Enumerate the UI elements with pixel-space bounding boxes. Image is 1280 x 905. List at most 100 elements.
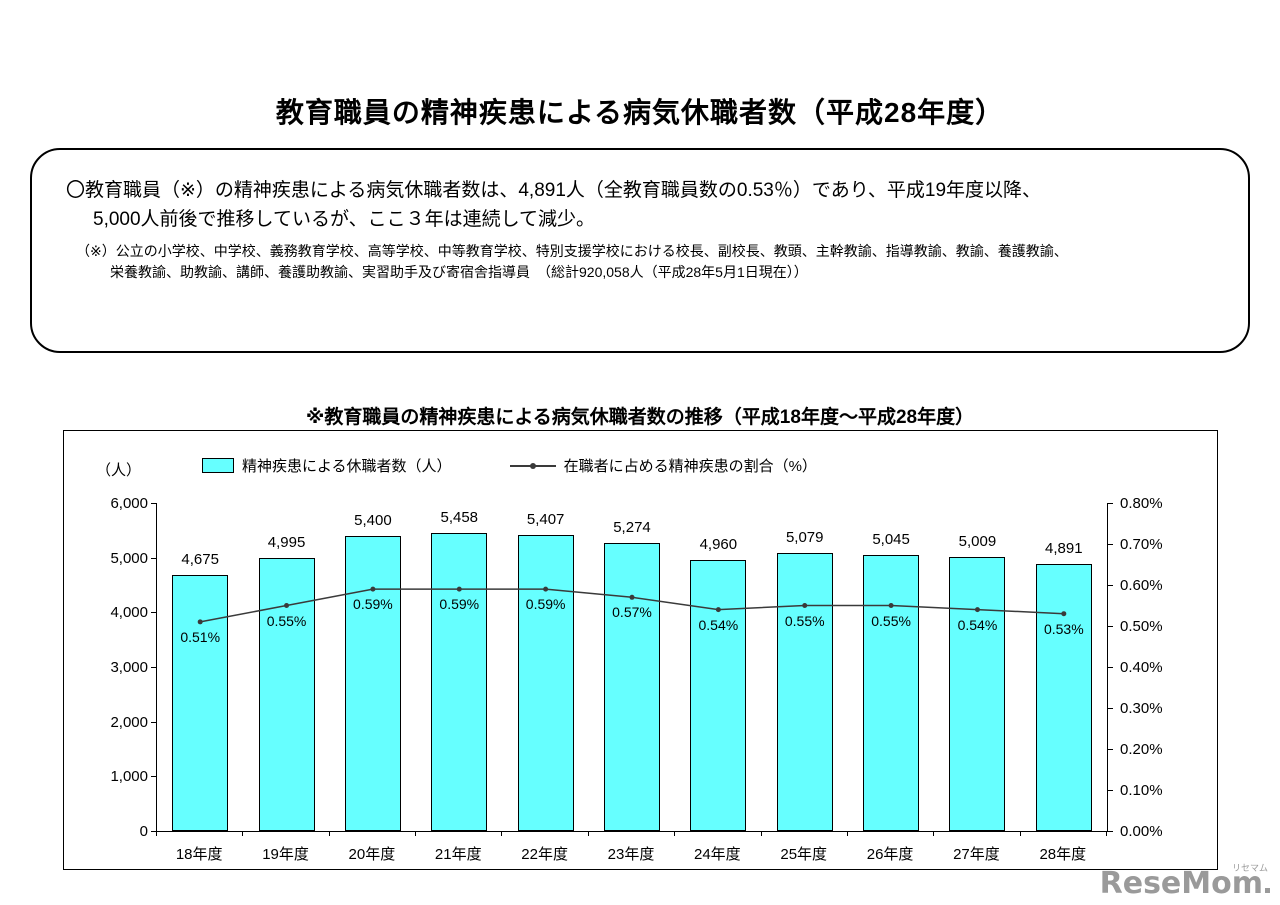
- left-axis-tick-label: 1,000: [110, 768, 148, 786]
- chart-legend: 精神疾患による休職者数（人） 在職者に占める精神疾患の割合（%）: [202, 455, 817, 476]
- plot-area: 4,675 4,995 5,400 5,458 5,407 5,274 4,960 5,079…: [156, 503, 1108, 832]
- bar-25年度: [776, 553, 833, 831]
- bar-value-label: 4,675: [181, 551, 219, 569]
- x-axis-tick: [156, 832, 157, 836]
- line-point: [1061, 611, 1067, 617]
- right-axis-tick-label: 0.20%: [1120, 741, 1163, 758]
- left-axis-tick: [151, 776, 156, 778]
- left-axis-unit-label: （人）: [96, 462, 142, 479]
- bar-28年度: [1035, 563, 1092, 831]
- line-point: [197, 619, 203, 625]
- bar-20年度: [344, 535, 401, 831]
- ratio-line: [197, 586, 1067, 625]
- x-axis-tick: [587, 832, 589, 836]
- chart: （人） 精神疾患による休職者数（人） 在職者に占める精神疾患の割合（%） 4,6…: [63, 430, 1218, 870]
- legend-label-bars: 精神疾患による休職者数（人）: [242, 458, 452, 475]
- line-value-label: 0.59%: [525, 596, 566, 613]
- left-axis-tick-label: 4,000: [110, 604, 148, 622]
- bar-value-label: 4,891: [1045, 539, 1083, 557]
- line-swatch-icon: [509, 462, 556, 469]
- x-axis-label-24年度: 24年度: [694, 846, 741, 863]
- bar-value-label: 5,009: [958, 533, 997, 551]
- right-axis-tick: [1108, 708, 1113, 709]
- line-value-label: 0.55%: [266, 612, 307, 629]
- summary-note-line-2: 栄養教諭、助教諭、講師、養護助教諭、実習助手及び寄宿舎指導員 （総計920,05…: [110, 263, 808, 280]
- left-axis-tick: [151, 557, 156, 559]
- x-axis-label-22年度: 22年度: [521, 846, 568, 863]
- x-axis-label-18年度: 18年度: [175, 846, 223, 863]
- left-axis-tick: [151, 612, 156, 614]
- x-axis-tick: [846, 832, 848, 836]
- legend-item-bars: 精神疾患による休職者数（人）: [202, 455, 452, 476]
- left-axis-tick: [151, 721, 156, 723]
- x-axis-tick: [674, 832, 676, 836]
- line-point: [802, 603, 808, 608]
- left-axis-tick: [151, 831, 156, 832]
- bar-value-label: 5,458: [440, 508, 479, 526]
- right-axis-tick-label: 0.00%: [1120, 823, 1163, 840]
- right-axis-tick: [1108, 544, 1113, 545]
- line-point: [974, 607, 980, 613]
- right-axis-tick: [1108, 585, 1113, 586]
- line-value-label: 0.55%: [871, 612, 911, 629]
- summary-note-line-1: （※）公立の小学校、中学校、義務教育学校、高等学校、中等教育学校、特別支援学校に…: [76, 242, 1068, 259]
- summary-box: 〇教育職員（※）の精神疾患による病気休職者数は、4,891人（全教育職員数の0.…: [30, 148, 1250, 353]
- line-value-label: 0.55%: [784, 612, 825, 629]
- line-value-label: 0.59%: [439, 596, 480, 613]
- x-axis-tick: [415, 832, 417, 836]
- bar-value-label: 4,995: [267, 533, 306, 551]
- bar-27年度: [949, 557, 1006, 831]
- right-axis-tick: [1108, 831, 1113, 832]
- summary-line-2: 5,000人前後で推移しているが、ここ３年は連続して減少。: [93, 209, 596, 231]
- line-point: [456, 586, 462, 592]
- bar-value-label: 4,960: [699, 535, 738, 553]
- resemom-logo: リセマム ReseMom: [1100, 861, 1270, 899]
- x-axis-label-20年度: 20年度: [348, 846, 396, 863]
- x-axis-tick: [933, 832, 935, 836]
- right-axis-tick: [1108, 503, 1113, 504]
- x-axis-label-28年度: 28年度: [1039, 846, 1087, 863]
- summary-main-text: 〇教育職員（※）の精神疾患による病気休職者数は、4,891人（全教育職員数の0.…: [66, 176, 1220, 235]
- x-axis-tick: [1019, 832, 1021, 836]
- right-axis-tick-label: 0.50%: [1120, 618, 1163, 635]
- right-axis-tick-label: 0.80%: [1120, 495, 1163, 512]
- line-point: [284, 603, 290, 608]
- bar-26年度: [863, 555, 920, 831]
- x-axis-label-27年度: 27年度: [953, 846, 1000, 863]
- right-axis-tick: [1108, 626, 1113, 627]
- legend-label-line: 在職者に占める精神疾患の割合（%）: [563, 458, 817, 475]
- bar-23年度: [604, 542, 660, 831]
- resemom-kana-label: リセマム: [1231, 863, 1268, 873]
- x-axis-tick: [328, 832, 330, 836]
- line-point: [543, 586, 549, 592]
- chart-heading: ※教育職員の精神疾患による病気休職者数の推移（平成18年度～平成28年度）: [305, 406, 975, 428]
- legend-item-line: 在職者に占める精神疾患の割合（%）: [509, 455, 817, 476]
- left-axis-tick: [151, 503, 156, 504]
- right-axis-tick: [1108, 790, 1113, 791]
- right-axis-tick: [1108, 667, 1113, 668]
- right-axis-tick-label: 0.70%: [1120, 536, 1163, 553]
- summary-line-1: 〇教育職員（※）の精神疾患による病気休職者数は、4,891人（全教育職員数の0.…: [66, 180, 1042, 201]
- left-axis-tick: [151, 667, 156, 668]
- x-axis-tick: [501, 832, 503, 836]
- right-axis-tick-label: 0.60%: [1120, 577, 1163, 594]
- left-axis-tick-label: 6,000: [110, 495, 148, 512]
- line-value-label: 0.57%: [612, 604, 652, 621]
- summary-note-text: （※）公立の小学校、中学校、義務教育学校、高等学校、中等教育学校、特別支援学校に…: [66, 241, 1220, 283]
- x-axis-label-26年度: 26年度: [866, 846, 914, 863]
- line-point: [629, 594, 635, 600]
- line-value-label: 0.51%: [180, 628, 221, 645]
- line-marker-icon: [529, 462, 536, 469]
- right-axis-tick: [1108, 749, 1113, 750]
- x-axis-label-23年度: 23年度: [607, 846, 655, 863]
- bar-value-label: 5,274: [613, 518, 651, 536]
- x-axis-tick: [1106, 832, 1107, 836]
- x-axis-tick: [760, 832, 762, 836]
- right-axis-tick-label: 0.30%: [1120, 700, 1163, 717]
- line-value-label: 0.54%: [957, 616, 998, 633]
- bar-21年度: [431, 532, 488, 831]
- x-axis-label-19年度: 19年度: [262, 846, 309, 863]
- line-point: [370, 586, 376, 592]
- bar-value-label: 5,407: [526, 511, 565, 529]
- x-axis-tick: [242, 832, 244, 836]
